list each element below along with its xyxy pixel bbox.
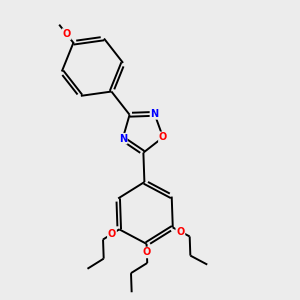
Text: N: N xyxy=(119,134,127,144)
Text: O: O xyxy=(108,229,116,239)
Text: N: N xyxy=(150,109,159,119)
Text: O: O xyxy=(62,29,71,39)
Text: O: O xyxy=(176,226,184,236)
Text: O: O xyxy=(143,248,151,257)
Text: O: O xyxy=(159,132,167,142)
